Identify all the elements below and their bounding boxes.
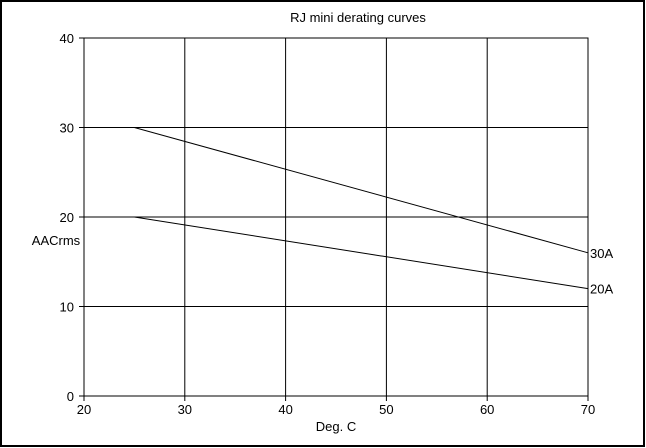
x-tick-label: 50 — [379, 402, 393, 417]
y-tick-label: 30 — [60, 121, 74, 136]
chart-title: RJ mini derating curves — [290, 10, 426, 25]
series: 30A 20A — [84, 127, 613, 297]
x-tick-label: 60 — [480, 402, 494, 417]
x-tick-label: 30 — [178, 402, 192, 417]
x-tick-label: 70 — [581, 402, 595, 417]
series-label-30a: 30A — [590, 246, 613, 261]
series-line-20a — [84, 216, 589, 290]
x-tick-label: 20 — [77, 402, 91, 417]
y-axis-label: AACrms — [32, 233, 81, 248]
y-tick-label: 40 — [60, 31, 74, 46]
series-label-20a: 20A — [590, 282, 613, 297]
grid — [84, 38, 588, 396]
x-axis-label: Deg. C — [316, 419, 356, 434]
ticks: 20 30 40 50 60 70 0 10 20 30 40 — [60, 31, 596, 417]
series-line-30a — [84, 127, 589, 254]
y-tick-label: 20 — [60, 210, 74, 225]
y-tick-label: 0 — [67, 389, 74, 404]
y-tick-label: 10 — [60, 300, 74, 315]
x-tick-label: 40 — [278, 402, 292, 417]
